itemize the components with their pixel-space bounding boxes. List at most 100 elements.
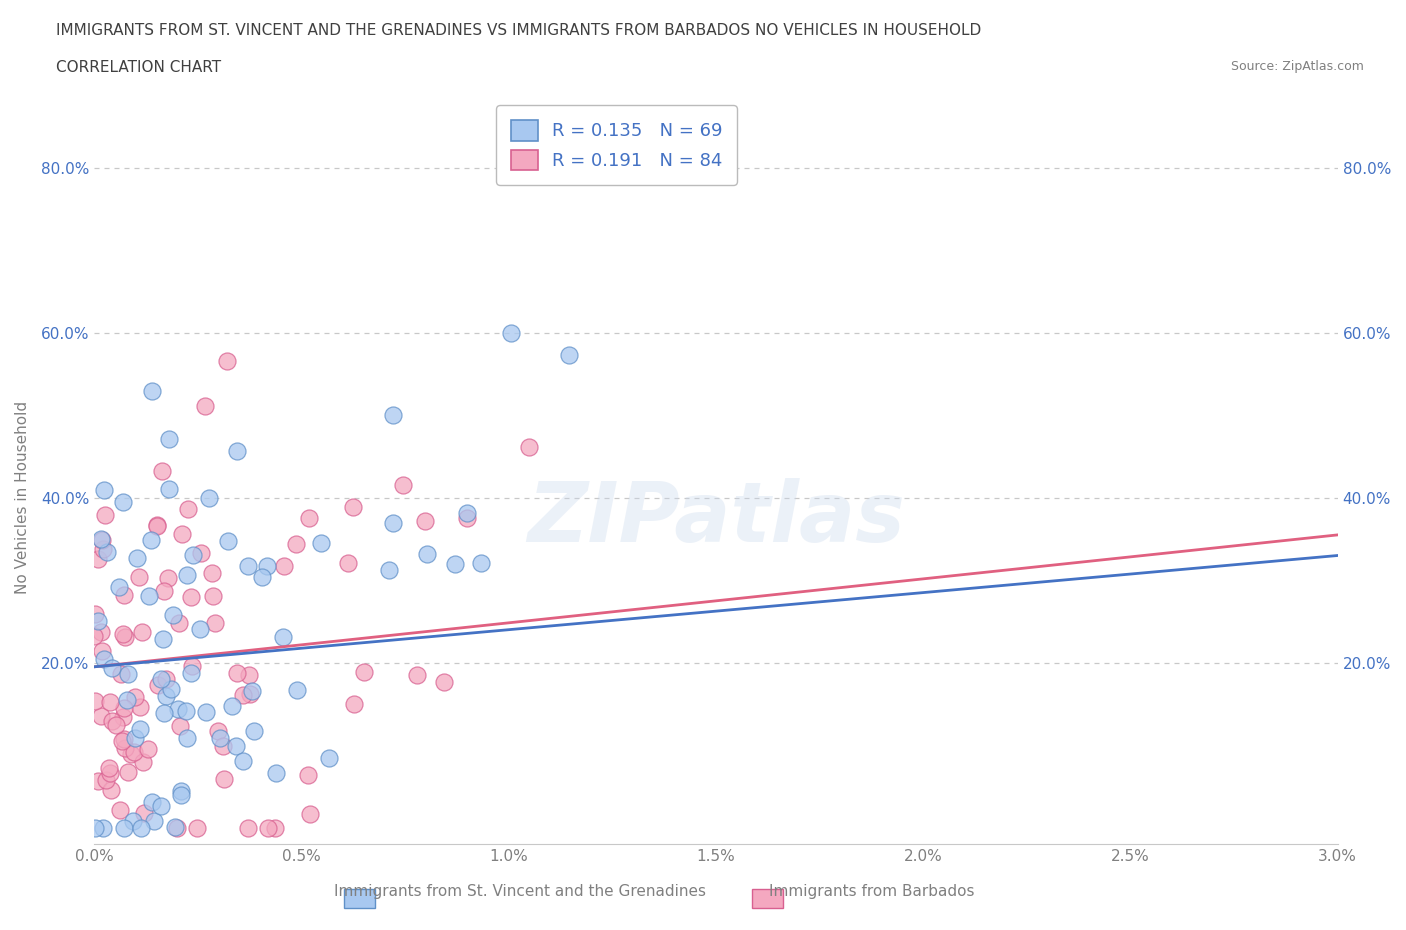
Point	[90, 624, 112, 639]
Point	[176, 567, 198, 582]
Point	[353, 665, 375, 680]
Point	[124, 745, 146, 760]
Point	[197, 490, 219, 505]
Point	[131, 820, 153, 835]
Point	[93, 652, 115, 667]
Point	[433, 674, 456, 689]
Point	[105, 717, 128, 732]
Point	[94, 508, 117, 523]
Point	[342, 499, 364, 514]
Point	[84, 694, 107, 709]
Point	[238, 668, 260, 683]
Point	[152, 631, 174, 646]
Point	[139, 533, 162, 548]
Point	[226, 444, 249, 458]
Point	[114, 630, 136, 644]
Point	[143, 814, 166, 829]
Point	[112, 820, 135, 835]
Point	[91, 820, 114, 835]
Point	[155, 671, 177, 686]
Point	[167, 701, 190, 716]
Point	[318, 751, 340, 765]
Point	[132, 805, 155, 820]
Point	[111, 710, 134, 724]
Point	[243, 724, 266, 738]
Point	[108, 579, 131, 594]
Point	[157, 432, 180, 446]
Legend: R = 0.135   N = 69, R = 0.191   N = 84: R = 0.135 N = 69, R = 0.191 N = 84	[496, 105, 737, 185]
Point	[204, 616, 226, 631]
Point	[115, 692, 138, 707]
Point	[162, 608, 184, 623]
Point	[98, 765, 121, 780]
Point	[208, 731, 231, 746]
Point	[298, 511, 321, 525]
Point	[225, 666, 247, 681]
Point	[256, 559, 278, 574]
Point	[124, 730, 146, 745]
Point	[110, 667, 132, 682]
Point	[176, 703, 198, 718]
Point	[406, 668, 429, 683]
Point	[141, 795, 163, 810]
Point	[225, 738, 247, 753]
Point	[263, 820, 285, 835]
Point	[112, 732, 135, 747]
Point	[297, 768, 319, 783]
Text: Immigrants from St. Vincent and the Grenadines: Immigrants from St. Vincent and the Gren…	[335, 884, 706, 899]
Point	[90, 644, 112, 658]
Point	[150, 463, 173, 478]
Point	[83, 629, 105, 644]
Point	[558, 348, 581, 363]
Point	[101, 660, 124, 675]
Point	[271, 630, 294, 644]
Point	[381, 408, 404, 423]
Point	[129, 699, 152, 714]
Point	[117, 666, 139, 681]
Point	[96, 773, 118, 788]
Point	[111, 627, 134, 642]
Point	[343, 697, 366, 711]
Point	[217, 354, 239, 369]
Point	[159, 482, 181, 497]
Point	[160, 682, 183, 697]
Text: ZIPatlas: ZIPatlas	[527, 478, 905, 559]
Point	[170, 784, 193, 799]
Point	[273, 558, 295, 573]
Point	[207, 724, 229, 738]
Point	[180, 666, 202, 681]
Point	[98, 695, 121, 710]
Point	[141, 383, 163, 398]
Point	[336, 555, 359, 570]
Point	[470, 555, 492, 570]
Point	[190, 545, 212, 560]
Point	[153, 584, 176, 599]
Point	[266, 765, 288, 780]
Point	[194, 399, 217, 414]
Point	[122, 814, 145, 829]
Point	[124, 689, 146, 704]
Point	[444, 557, 467, 572]
Point	[236, 559, 259, 574]
Point	[84, 607, 107, 622]
Point	[136, 741, 159, 756]
Point	[91, 542, 114, 557]
Point	[188, 622, 211, 637]
Point	[90, 709, 112, 724]
Point	[221, 698, 243, 713]
Point	[117, 765, 139, 780]
Point	[146, 518, 169, 533]
Point	[155, 688, 177, 703]
Point	[167, 616, 190, 631]
Point	[87, 774, 110, 789]
Point	[112, 587, 135, 602]
Point	[195, 705, 218, 720]
Point	[236, 820, 259, 835]
Point	[177, 502, 200, 517]
Point	[138, 589, 160, 604]
Point	[114, 740, 136, 755]
Point	[150, 671, 173, 686]
Point	[129, 722, 152, 737]
Point	[97, 761, 120, 776]
Point	[132, 754, 155, 769]
